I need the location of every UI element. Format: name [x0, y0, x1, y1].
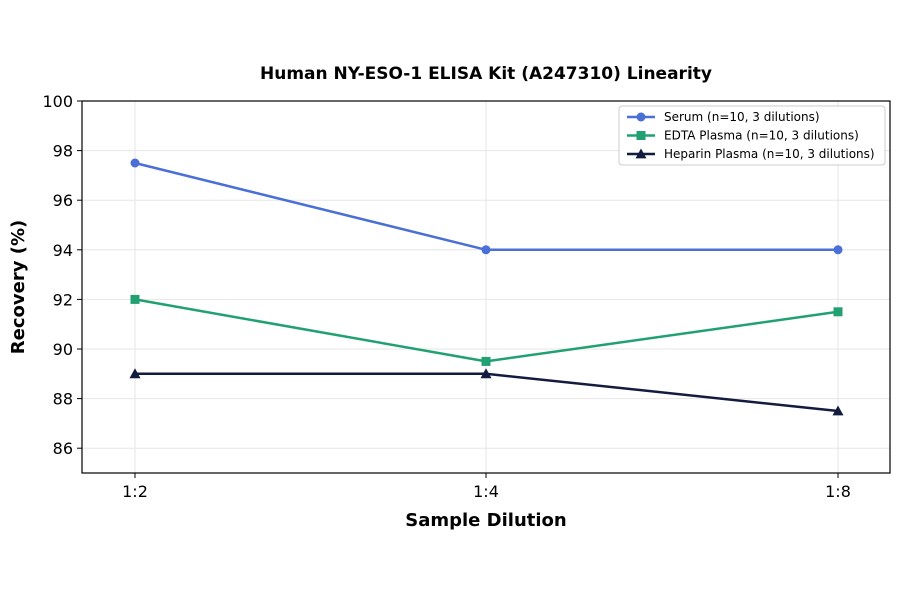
series-layer [129, 158, 844, 416]
legend-label: Serum (n=10, 3 dilutions) [664, 110, 820, 124]
y-tick-label: 94 [53, 241, 73, 260]
data-point [833, 245, 843, 255]
data-point [481, 356, 491, 366]
x-tick-label: 1:8 [825, 482, 851, 501]
chart-title: Human NY-ESO-1 ELISA Kit (A247310) Linea… [260, 64, 712, 84]
legend-marker [636, 131, 646, 140]
legend-marker [636, 112, 646, 122]
legend-label: Heparin Plasma (n=10, 3 dilutions) [664, 147, 875, 161]
x-tick-label: 1:4 [473, 482, 499, 501]
x-axis-label: Sample Dilution [405, 510, 566, 531]
y-tick-label: 96 [53, 191, 73, 210]
legend-marker [635, 148, 647, 159]
legend-label: EDTA Plasma (n=10, 3 dilutions) [664, 129, 859, 143]
data-point [130, 158, 140, 168]
y-tick-label: 100 [42, 92, 73, 111]
data-point [832, 405, 844, 416]
y-tick-label: 88 [53, 390, 73, 409]
y-tick-label: 98 [53, 142, 73, 161]
data-point [130, 294, 140, 304]
y-tick-label: 86 [53, 439, 73, 458]
data-point [480, 368, 492, 379]
y-axis-label: Recovery (%) [8, 220, 29, 354]
data-point [833, 307, 843, 317]
legend: Serum (n=10, 3 dilutions) EDTA Plasma (n=… [618, 105, 886, 166]
tick-layer: 86 88 90 92 94 96 98 100 1:2 1:4 1:8 [42, 92, 850, 501]
y-tick-label: 90 [53, 340, 73, 359]
data-point [481, 245, 491, 255]
x-tick-label: 1:2 [122, 482, 148, 501]
data-point [129, 368, 141, 379]
legend-box [618, 105, 886, 166]
y-tick-label: 92 [53, 290, 73, 309]
